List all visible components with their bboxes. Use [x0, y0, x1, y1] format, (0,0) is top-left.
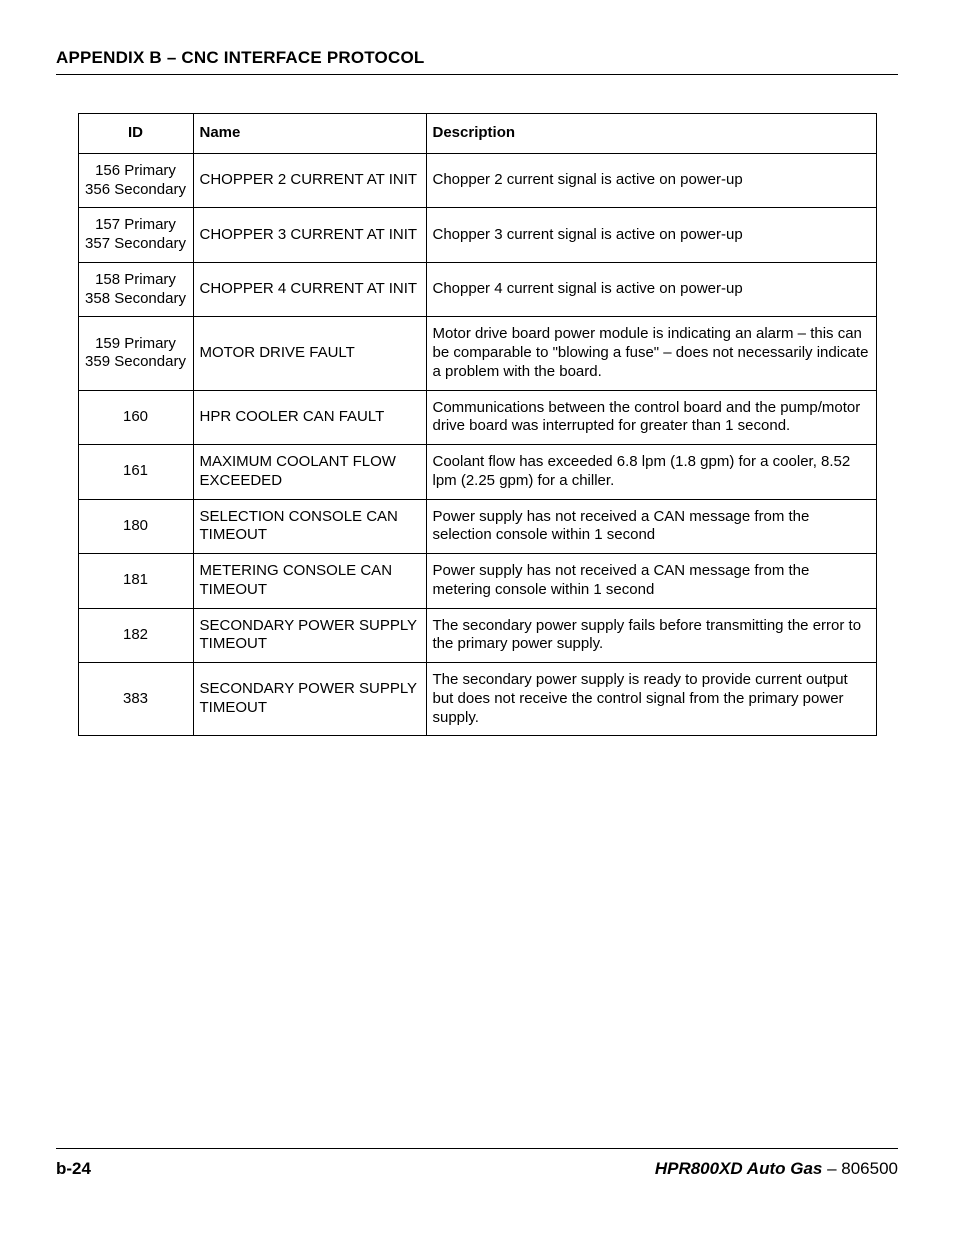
cell-name: MAXIMUM COOLANT FLOW EXCEEDED	[193, 445, 426, 500]
doc-reference: HPR800XD Auto Gas – 806500	[655, 1159, 898, 1179]
cell-id: 182	[78, 608, 193, 663]
table-row: 383SECONDARY POWER SUPPLY TIMEOUTThe sec…	[78, 663, 876, 736]
cell-name: CHOPPER 4 CURRENT AT INIT	[193, 262, 426, 317]
table-row: 161MAXIMUM COOLANT FLOW EXCEEDEDCoolant …	[78, 445, 876, 500]
cell-id: 181	[78, 554, 193, 609]
cell-desc: The secondary power supply is ready to p…	[426, 663, 876, 736]
table-row: 181METERING CONSOLE CAN TIMEOUTPower sup…	[78, 554, 876, 609]
cell-id: 161	[78, 445, 193, 500]
fault-code-table: ID Name Description 156 Primary356 Secon…	[78, 113, 877, 736]
table-row: 157 Primary357 SecondaryCHOPPER 3 CURREN…	[78, 208, 876, 263]
cell-name: MOTOR DRIVE FAULT	[193, 317, 426, 390]
cell-desc: Chopper 2 current signal is active on po…	[426, 153, 876, 208]
table-row: 159 Primary359 SecondaryMOTOR DRIVE FAUL…	[78, 317, 876, 390]
footer-separator: –	[822, 1159, 841, 1178]
cell-desc: Communications between the control board…	[426, 390, 876, 445]
cell-id: 159 Primary359 Secondary	[78, 317, 193, 390]
cell-desc: Power supply has not received a CAN mess…	[426, 499, 876, 554]
cell-id: 180	[78, 499, 193, 554]
cell-name: CHOPPER 3 CURRENT AT INIT	[193, 208, 426, 263]
cell-id: 160	[78, 390, 193, 445]
product-name: HPR800XD Auto Gas	[655, 1159, 823, 1178]
col-header-desc: Description	[426, 114, 876, 154]
col-header-name: Name	[193, 114, 426, 154]
col-header-id: ID	[78, 114, 193, 154]
cell-name: CHOPPER 2 CURRENT AT INIT	[193, 153, 426, 208]
cell-name: HPR COOLER CAN FAULT	[193, 390, 426, 445]
table-header-row: ID Name Description	[78, 114, 876, 154]
table-row: 180SELECTION CONSOLE CAN TIMEOUTPower su…	[78, 499, 876, 554]
cell-name: SECONDARY POWER SUPPLY TIMEOUT	[193, 663, 426, 736]
doc-number: 806500	[841, 1159, 898, 1178]
page-footer: b-24 HPR800XD Auto Gas – 806500	[56, 1148, 898, 1179]
cell-id: 158 Primary358 Secondary	[78, 262, 193, 317]
cell-id: 383	[78, 663, 193, 736]
cell-desc: The secondary power supply fails before …	[426, 608, 876, 663]
table-row: 156 Primary356 SecondaryCHOPPER 2 CURREN…	[78, 153, 876, 208]
cell-id: 156 Primary356 Secondary	[78, 153, 193, 208]
cell-name: METERING CONSOLE CAN TIMEOUT	[193, 554, 426, 609]
cell-desc: Power supply has not received a CAN mess…	[426, 554, 876, 609]
page-title: APPENDIX B – CNC INTERFACE PROTOCOL	[56, 48, 898, 75]
table-row: 160HPR COOLER CAN FAULTCommunications be…	[78, 390, 876, 445]
cell-desc: Chopper 3 current signal is active on po…	[426, 208, 876, 263]
table-row: 182SECONDARY POWER SUPPLY TIMEOUTThe sec…	[78, 608, 876, 663]
table-row: 158 Primary358 SecondaryCHOPPER 4 CURREN…	[78, 262, 876, 317]
cell-desc: Coolant flow has exceeded 6.8 lpm (1.8 g…	[426, 445, 876, 500]
cell-desc: Motor drive board power module is indica…	[426, 317, 876, 390]
cell-desc: Chopper 4 current signal is active on po…	[426, 262, 876, 317]
page-number: b-24	[56, 1159, 91, 1179]
cell-name: SECONDARY POWER SUPPLY TIMEOUT	[193, 608, 426, 663]
cell-name: SELECTION CONSOLE CAN TIMEOUT	[193, 499, 426, 554]
cell-id: 157 Primary357 Secondary	[78, 208, 193, 263]
